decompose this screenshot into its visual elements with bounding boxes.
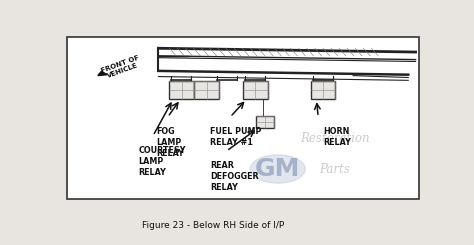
Bar [66, 37, 419, 199]
Text: FRONT OF
VEHICLE: FRONT OF VEHICLE [100, 54, 143, 80]
Text: Restoration: Restoration [300, 132, 370, 145]
Circle shape [250, 155, 305, 183]
Text: Figure 23 - Below RH Side of I/P: Figure 23 - Below RH Side of I/P [142, 221, 285, 230]
Text: COURTESY
LAMP
RELAY: COURTESY LAMP RELAY [138, 146, 186, 177]
Text: REAR
DEFOGGER
RELAY: REAR DEFOGGER RELAY [210, 161, 258, 192]
Text: FOG
LAMP
RELAY: FOG LAMP RELAY [156, 127, 184, 158]
Text: FUEL PUMP
RELAY #1: FUEL PUMP RELAY #1 [210, 127, 261, 147]
Text: Parts: Parts [319, 162, 350, 175]
Text: HORN
RELAY: HORN RELAY [324, 127, 352, 147]
Bar [194, 81, 219, 99]
Bar [169, 81, 194, 99]
Bar [311, 81, 336, 99]
Bar [256, 116, 274, 128]
Polygon shape [98, 71, 107, 76]
Bar [243, 81, 267, 99]
Text: GM: GM [255, 157, 301, 181]
